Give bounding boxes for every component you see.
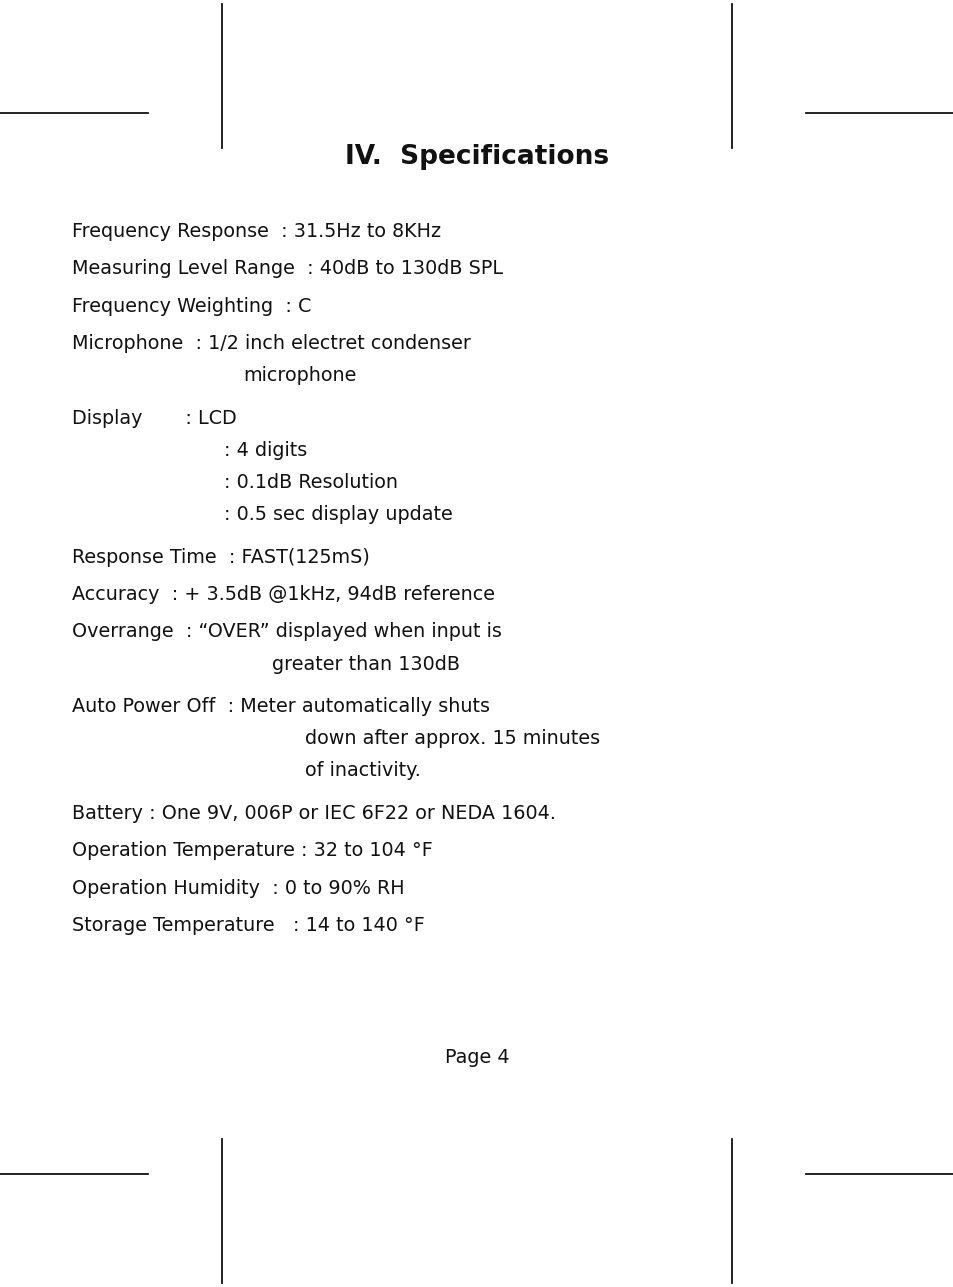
Text: of inactivity.: of inactivity. bbox=[305, 762, 420, 780]
Text: : 0.5 sec display update: : 0.5 sec display update bbox=[224, 506, 453, 524]
Text: Accuracy  : + 3.5dB @1kHz, 94dB reference: Accuracy : + 3.5dB @1kHz, 94dB reference bbox=[71, 586, 494, 604]
Text: Frequency Response  : 31.5Hz to 8KHz: Frequency Response : 31.5Hz to 8KHz bbox=[71, 223, 440, 241]
Text: Microphone  : 1/2 inch electret condenser: Microphone : 1/2 inch electret condenser bbox=[71, 335, 470, 353]
Text: Measuring Level Range  : 40dB to 130dB SPL: Measuring Level Range : 40dB to 130dB SP… bbox=[71, 260, 502, 278]
Text: down after approx. 15 minutes: down after approx. 15 minutes bbox=[305, 730, 599, 748]
Text: Response Time  : FAST(125mS): Response Time : FAST(125mS) bbox=[71, 548, 369, 566]
Text: Auto Power Off  : Meter automatically shuts: Auto Power Off : Meter automatically shu… bbox=[71, 698, 489, 716]
Text: Frequency Weighting  : C: Frequency Weighting : C bbox=[71, 297, 311, 315]
Text: IV.  Specifications: IV. Specifications bbox=[345, 144, 608, 170]
Text: : 4 digits: : 4 digits bbox=[224, 441, 307, 459]
Text: Operation Temperature : 32 to 104 °F: Operation Temperature : 32 to 104 °F bbox=[71, 842, 432, 860]
Text: Page 4: Page 4 bbox=[444, 1049, 509, 1067]
Text: Display       : LCD: Display : LCD bbox=[71, 409, 236, 427]
Text: microphone: microphone bbox=[243, 367, 356, 385]
Text: greater than 130dB: greater than 130dB bbox=[272, 655, 459, 673]
Text: Operation Humidity  : 0 to 90% RH: Operation Humidity : 0 to 90% RH bbox=[71, 879, 404, 897]
Text: Overrange  : “OVER” displayed when input is: Overrange : “OVER” displayed when input … bbox=[71, 623, 501, 641]
Text: : 0.1dB Resolution: : 0.1dB Resolution bbox=[224, 474, 397, 492]
Text: Battery : One 9V, 006P or IEC 6F22 or NEDA 1604.: Battery : One 9V, 006P or IEC 6F22 or NE… bbox=[71, 804, 555, 822]
Text: Storage Temperature   : 14 to 140 °F: Storage Temperature : 14 to 140 °F bbox=[71, 916, 424, 934]
